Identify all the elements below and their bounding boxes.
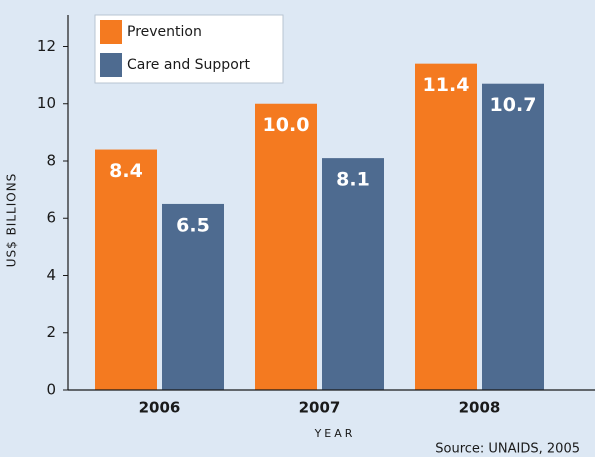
bar xyxy=(322,158,384,390)
x-tick-label: 2007 xyxy=(299,399,341,417)
y-tick-label: 8 xyxy=(46,151,56,169)
data-label: 10.7 xyxy=(490,94,537,116)
x-axis-label: YEAR xyxy=(314,427,356,440)
legend-label: Care and Support xyxy=(127,57,251,73)
data-label: 8.4 xyxy=(109,160,143,182)
data-label: 8.1 xyxy=(336,169,370,191)
bar xyxy=(482,83,544,390)
data-label: 6.5 xyxy=(176,214,210,236)
bar xyxy=(95,149,157,390)
y-axis-label: US$ BILLIONS xyxy=(5,173,19,268)
bar xyxy=(255,103,317,391)
y-tick-label: 12 xyxy=(37,37,56,55)
legend-swatch xyxy=(100,20,122,44)
bar xyxy=(415,63,477,390)
source: Source: UNAIDS, 2005 xyxy=(435,442,580,457)
legend-label: Prevention xyxy=(127,24,202,40)
y-tick-label: 10 xyxy=(37,94,56,112)
y-tick-label: 2 xyxy=(46,323,56,341)
y-tick-label: 4 xyxy=(46,266,56,284)
data-label: 10.0 xyxy=(263,114,310,136)
legend-swatch xyxy=(100,53,122,77)
y-tick-label: 0 xyxy=(46,381,56,399)
x-tick-label: 2008 xyxy=(459,399,501,417)
bar xyxy=(162,203,224,390)
data-label: 11.4 xyxy=(423,74,470,96)
legend-box xyxy=(94,14,284,84)
x-tick-label: 2006 xyxy=(139,399,181,417)
y-tick-label: 6 xyxy=(46,209,56,227)
